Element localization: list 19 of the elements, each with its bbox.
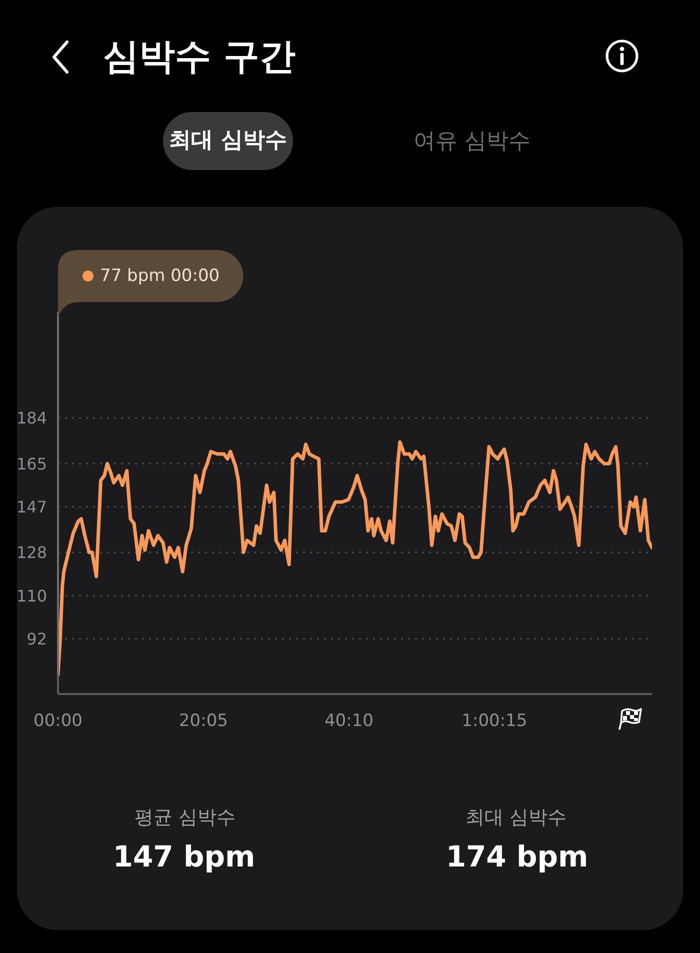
line-series	[58, 440, 652, 677]
y-tick-label: 128	[16, 543, 47, 562]
selected-tab: 최대 심박수	[163, 112, 293, 170]
y-tick-label: 184	[16, 408, 47, 428]
text: 여유 심박수	[414, 128, 530, 156]
chart-title: 심박수 구간	[103, 35, 296, 79]
x-tick-label: 40:10	[324, 711, 374, 732]
text: 평균 심박수	[134, 806, 236, 830]
x-tick-label: 20:05	[178, 711, 228, 732]
y-tick-label: 92	[26, 629, 47, 648]
text: 174 bpm	[446, 840, 588, 874]
y-tick-label: 165	[16, 454, 47, 474]
text: 최대 심박수	[465, 806, 567, 830]
text: 147 bpm	[112, 840, 256, 874]
y-tick-label: 147	[16, 497, 47, 516]
x-tick-label: 1:00:15	[462, 711, 528, 732]
x-tick-label: 00:00	[34, 711, 82, 732]
text: 77 bpm 00:00	[100, 266, 220, 286]
y-tick-label: 110	[16, 586, 47, 606]
